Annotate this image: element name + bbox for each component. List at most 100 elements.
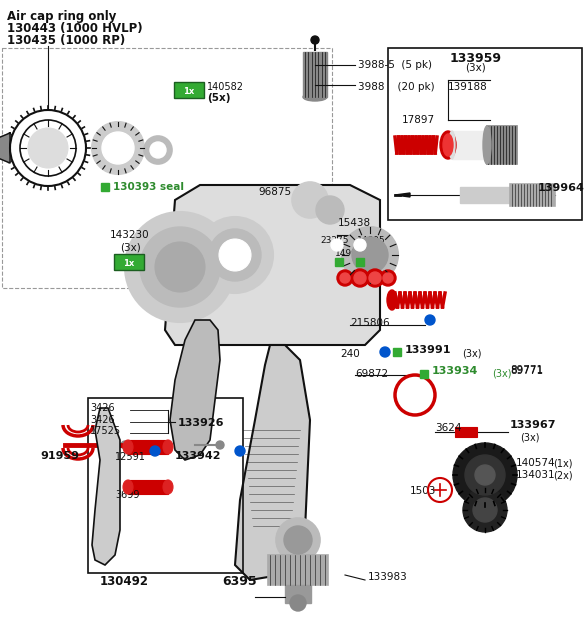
Circle shape — [10, 110, 86, 186]
Circle shape — [331, 239, 343, 251]
Bar — [393, 348, 401, 356]
Circle shape — [354, 239, 366, 251]
Text: 1503: 1503 — [410, 486, 436, 496]
Bar — [510, 184, 555, 206]
Text: 17897: 17897 — [402, 115, 435, 125]
Bar — [128, 440, 168, 454]
Bar — [285, 585, 311, 603]
Text: 140574: 140574 — [516, 458, 556, 468]
Text: Air cap ring only: Air cap ring only — [7, 10, 116, 23]
Circle shape — [235, 446, 245, 456]
Circle shape — [102, 132, 134, 164]
Circle shape — [352, 237, 388, 273]
Text: (3x): (3x) — [492, 369, 512, 379]
Circle shape — [284, 526, 312, 554]
Bar — [2, 48, 332, 288]
Text: (3x): (3x) — [465, 63, 486, 73]
Circle shape — [290, 595, 306, 611]
Circle shape — [354, 272, 366, 284]
Text: 215806: 215806 — [350, 318, 390, 328]
Circle shape — [380, 347, 390, 357]
Text: 89771: 89771 — [510, 366, 543, 376]
Circle shape — [150, 142, 166, 158]
Bar — [420, 370, 428, 378]
Text: 14993: 14993 — [335, 249, 363, 258]
Circle shape — [473, 498, 497, 522]
Text: 3426: 3426 — [90, 403, 115, 413]
Text: 69872: 69872 — [355, 369, 388, 379]
Text: 133934: 133934 — [432, 366, 479, 376]
Polygon shape — [170, 320, 220, 460]
Text: (2x): (2x) — [553, 470, 573, 480]
Text: 3988-5  (5 pk): 3988-5 (5 pk) — [358, 60, 432, 70]
Circle shape — [463, 488, 507, 532]
Text: 130443 (1000 HVLP): 130443 (1000 HVLP) — [7, 22, 143, 35]
Text: 139188: 139188 — [448, 82, 488, 92]
Ellipse shape — [163, 480, 173, 494]
Circle shape — [92, 122, 144, 174]
Circle shape — [209, 229, 261, 281]
Circle shape — [219, 239, 251, 271]
Circle shape — [383, 273, 393, 283]
Text: 130393 seal: 130393 seal — [113, 182, 184, 192]
Circle shape — [216, 441, 224, 449]
Circle shape — [125, 212, 235, 322]
Text: (1x): (1x) — [553, 458, 573, 468]
Text: 133926: 133926 — [178, 418, 225, 428]
Text: 133991: 133991 — [405, 345, 452, 355]
Circle shape — [140, 227, 220, 307]
Circle shape — [144, 136, 172, 164]
FancyBboxPatch shape — [174, 82, 204, 98]
Circle shape — [342, 227, 398, 283]
Text: 130492: 130492 — [100, 575, 149, 588]
Circle shape — [276, 518, 320, 562]
Text: 143230: 143230 — [110, 230, 149, 240]
Text: 133959: 133959 — [450, 52, 502, 65]
Text: 1x: 1x — [123, 259, 135, 268]
Text: 23275: 23275 — [320, 236, 349, 245]
Bar — [356, 258, 364, 266]
Circle shape — [215, 455, 225, 465]
Circle shape — [337, 270, 353, 286]
Text: 130435 (1000 RP): 130435 (1000 RP) — [7, 34, 125, 47]
Polygon shape — [165, 185, 380, 345]
Circle shape — [369, 272, 381, 284]
Polygon shape — [0, 133, 10, 163]
Text: 3624: 3624 — [435, 423, 462, 433]
Bar — [268, 555, 328, 585]
Text: 133983: 133983 — [368, 572, 407, 582]
Circle shape — [197, 217, 273, 293]
Circle shape — [316, 196, 344, 224]
Bar — [335, 258, 343, 266]
Text: 96875: 96875 — [258, 187, 291, 197]
Text: 140582: 140582 — [207, 82, 244, 92]
Bar — [455, 427, 477, 437]
Circle shape — [366, 269, 384, 287]
Circle shape — [340, 273, 350, 283]
Ellipse shape — [449, 131, 455, 159]
Text: 134031: 134031 — [516, 470, 556, 480]
Circle shape — [292, 182, 328, 218]
Circle shape — [120, 455, 130, 465]
Circle shape — [453, 443, 517, 507]
Bar — [101, 183, 109, 191]
Ellipse shape — [440, 131, 456, 159]
Text: (3x): (3x) — [520, 432, 540, 442]
Ellipse shape — [163, 440, 173, 454]
Circle shape — [465, 455, 505, 495]
FancyBboxPatch shape — [114, 254, 144, 270]
Circle shape — [121, 441, 129, 449]
Text: 15438: 15438 — [338, 218, 371, 228]
Bar — [128, 480, 168, 494]
Ellipse shape — [123, 440, 133, 454]
Text: 17525: 17525 — [90, 426, 121, 436]
Circle shape — [351, 269, 369, 287]
Text: 1x: 1x — [183, 87, 195, 97]
Text: 14605: 14605 — [357, 236, 386, 245]
Circle shape — [425, 315, 435, 325]
Ellipse shape — [123, 480, 133, 494]
Circle shape — [311, 36, 319, 44]
Text: 133942: 133942 — [175, 451, 222, 461]
Text: 12591: 12591 — [115, 452, 146, 462]
Text: 3988    (20 pk): 3988 (20 pk) — [358, 82, 435, 92]
